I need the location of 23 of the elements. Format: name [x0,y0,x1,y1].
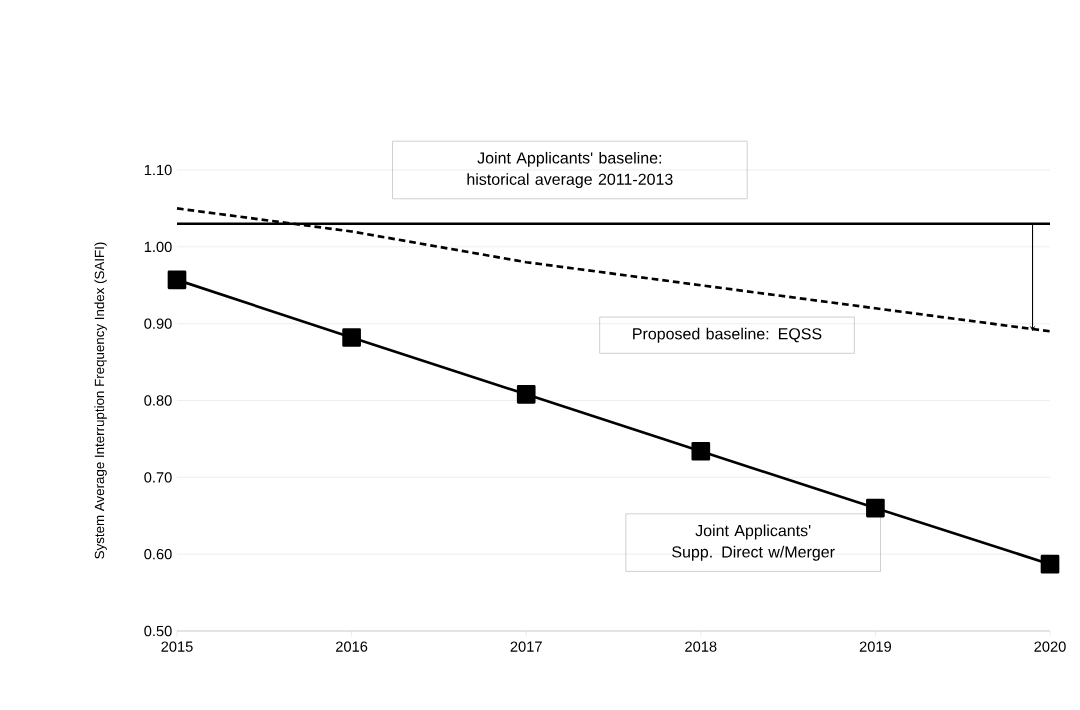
y-tick-label: 0.90 [144,318,172,329]
y-tick-label: 0.80 [144,395,172,406]
x-tick-label: 2019 [859,641,892,652]
point [342,328,361,347]
y-tick-label: 0.50 [144,625,172,637]
x-tick-label: 2015 [161,641,193,652]
point [516,385,536,404]
point [866,498,885,518]
point [167,270,187,290]
x-tick-label: 2018 [685,641,717,652]
series-label: Proposed baseline: EQSS [633,327,822,343]
point [1040,554,1060,574]
y-axis-title: System Average Interruption Frequency Index (SAIFI) [94,242,107,559]
y-tick-label: 0.60 [144,548,172,560]
y-tick-label: 1.10 [144,164,172,176]
point [691,441,711,461]
x-tick-label: 2016 [336,641,368,652]
series-label: Joint Applicants' Supp. Direct w/Merger [672,524,835,561]
ref-line-label: Joint Applicants' baseline: historical average 2011-2013 [467,151,673,189]
y-tick-label: 1.00 [144,241,172,253]
x-tick-label: 2020 [1034,641,1066,652]
y-tick-label: 0.70 [144,472,172,483]
x-tick-label: 2017 [510,641,542,652]
